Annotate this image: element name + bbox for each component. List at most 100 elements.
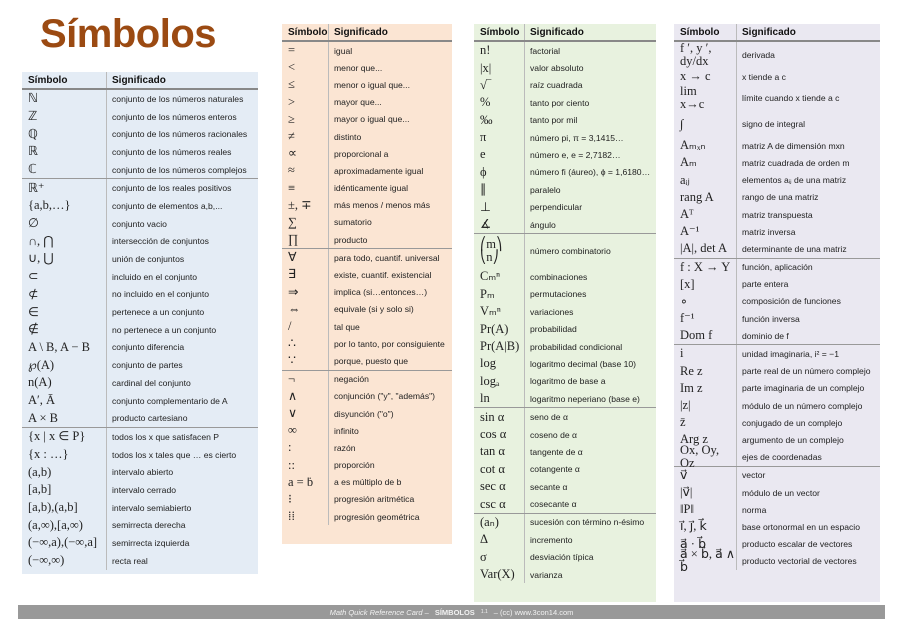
- symbol-cell: |A|, det A: [680, 241, 728, 256]
- meaning-cell: valor absoluto: [524, 59, 656, 77]
- meaning-cell: vector: [736, 466, 880, 484]
- table-row: ∡ ángulo: [474, 215, 656, 234]
- table-row: ⁝ progresión aritmética: [282, 490, 452, 509]
- table-row: (a,b) intervalo abierto: [22, 463, 258, 482]
- symbol-cell: ∃: [288, 267, 296, 282]
- table-row: i unidad imaginaria, i² = −1: [674, 345, 880, 363]
- symbols-table-relations-logic: Símbolo Significado = igual < menor que... ≤ me…: [282, 24, 452, 544]
- table-row: ±, ∓ más menos / menos más: [282, 196, 452, 214]
- meaning-cell: mayor o igual que...: [328, 110, 452, 128]
- symbol-cell: e: [480, 147, 486, 162]
- meaning-cell: límite cuando x tiende a c: [736, 85, 880, 112]
- meaning-cell: cardinal del conjunto: [106, 374, 258, 392]
- meaning-cell: más menos / menos más: [328, 196, 452, 214]
- symbol-cell: ⎛m⎞ ⎝n⎠: [480, 237, 503, 265]
- header-meaning: Significado: [328, 24, 452, 40]
- table-row: ℘(A) conjunto de partes: [22, 356, 258, 374]
- meaning-cell: permutaciones: [524, 285, 656, 304]
- table-row: n! factorial: [474, 42, 656, 60]
- meaning-cell: función, aplicación: [736, 258, 880, 276]
- meaning-cell: conjugado de un complejo: [736, 414, 880, 432]
- symbol-group: f : X → Y función, aplicación [x] parte ent…: [674, 257, 880, 345]
- symbol-cell: tan α: [480, 444, 505, 459]
- meaning-cell: varianza: [524, 565, 656, 584]
- symbol-group: v⃗ vector |v⃗| módulo de un vector ‖P‖ norma i…: [674, 465, 880, 574]
- meaning-cell: conjunto diferencia: [106, 338, 258, 357]
- meaning-cell: producto cartesiano: [106, 409, 258, 428]
- meaning-cell: logaritmo decimal (base 10): [524, 355, 656, 373]
- table-row: |v⃗| módulo de un vector: [674, 483, 880, 502]
- meaning-cell: matriz inversa: [736, 223, 880, 241]
- meaning-cell: igual: [328, 42, 452, 60]
- symbol-cell: ∀: [288, 250, 297, 265]
- table-row: ∑ sumatorio: [282, 213, 452, 232]
- meaning-cell: conjunto de los números naturales: [106, 90, 258, 108]
- symbol-cell: A⁻¹: [680, 224, 700, 239]
- table-row: [x] parte entera: [674, 275, 880, 293]
- table-row: sec α secante α: [474, 477, 656, 496]
- table-row: √‾ raíz cuadrada: [474, 76, 656, 95]
- table-row: a⃗ · b⃗ producto escalar de vectores: [674, 535, 880, 553]
- table-row: ∧ conjunción ("y", "además"): [282, 387, 452, 405]
- meaning-cell: incluido en el conjunto: [106, 267, 258, 286]
- symbol-cell: ⊥: [480, 199, 491, 214]
- symbol-cell: σ: [480, 549, 487, 564]
- header-meaning: Significado: [106, 72, 258, 88]
- meaning-cell: conjunto vacio: [106, 214, 258, 233]
- meaning-cell: razón: [328, 439, 452, 457]
- table-row: (aₙ) sucesión con término n-ésimo: [474, 513, 656, 532]
- meaning-cell: producto: [328, 231, 452, 249]
- meaning-cell: composición de funciones: [736, 292, 880, 311]
- table-row: i⃗, j⃗, k⃗ base ortonormal en un espacio: [674, 518, 880, 536]
- footer-title: SÍMBOLOS: [434, 607, 475, 617]
- footer-version: 1.1: [480, 609, 488, 615]
- meaning-cell: infinito: [328, 422, 452, 440]
- table-row: |z| módulo de un número complejo: [674, 397, 880, 415]
- symbol-group: ∀ para todo, cuantif. universal ∃ existe, c…: [282, 248, 452, 370]
- meaning-cell: desviación típica: [524, 548, 656, 566]
- symbol-cell: [x]: [680, 276, 695, 291]
- table-row: Aₘₓₙ matriz A de dimensión mxn: [674, 137, 880, 155]
- meaning-cell: equivale (si y solo si): [328, 300, 452, 318]
- meaning-cell: probabilidad condicional: [524, 337, 656, 356]
- meaning-cell: disyunción ("o"): [328, 404, 452, 423]
- table-row: a = ḃ a es múltiplo de b: [282, 473, 452, 491]
- meaning-cell: intervalo semiabierto: [106, 498, 258, 517]
- meaning-cell: pertenece a un conjunto: [106, 303, 258, 321]
- symbol-group: i unidad imaginaria, i² = −1 Re z parte rea…: [674, 344, 880, 470]
- meaning-cell: matriz A de dimensión mxn: [736, 137, 880, 155]
- symbol-cell: (−∞,a),(−∞,a]: [28, 535, 98, 550]
- symbol-cell: Dom f: [680, 328, 713, 343]
- table-row: / tal que: [282, 318, 452, 336]
- meaning-cell: menor o igual que...: [328, 76, 452, 94]
- table-row: Pr(A|B) probabilidad condicional: [474, 337, 656, 356]
- meaning-cell: factorial: [524, 42, 656, 60]
- table-row: Aₘ matriz cuadrada de orden m: [674, 154, 880, 172]
- table-row: ∀ para todo, cuantif. universal: [282, 249, 452, 267]
- symbol-cell: ℝ⁺: [28, 180, 45, 195]
- meaning-cell: perpendicular: [524, 198, 656, 216]
- symbol-cell: ⁞⁞: [288, 509, 295, 524]
- symbol-cell: Δ: [480, 532, 489, 547]
- symbol-cell: f ′, y ′, dy/dx: [680, 40, 712, 68]
- meaning-cell: implica (si…entonces…): [328, 283, 452, 301]
- table-row: f : X → Y función, aplicación: [674, 258, 880, 276]
- meaning-cell: semirrecta derecha: [106, 516, 258, 535]
- meaning-cell: coseno de α: [524, 425, 656, 444]
- symbol-cell: cot α: [480, 461, 505, 476]
- table-row: ≈ aproximadamente igual: [282, 162, 452, 180]
- meaning-cell: intervalo abierto: [106, 463, 258, 482]
- meaning-cell: probabilidad: [524, 320, 656, 338]
- symbol-cell: ∏: [288, 232, 299, 247]
- meaning-cell: número combinatorio: [524, 234, 656, 269]
- symbol-cell: ∈: [28, 304, 39, 319]
- table-row: ¬ negación: [282, 370, 452, 388]
- symbols-table-arithmetic-combinatorics: Símbolo Significado n! factorial |x| valor ab…: [474, 24, 656, 602]
- meaning-cell: menor que...: [328, 59, 452, 77]
- symbol-cell: (−∞,∞): [28, 553, 65, 568]
- symbol-cell: ::: [288, 457, 295, 472]
- symbol-cell: A \ B, A − B: [28, 339, 90, 354]
- meaning-cell: cotangente α: [524, 460, 656, 478]
- symbol-cell: |v⃗|: [680, 484, 693, 499]
